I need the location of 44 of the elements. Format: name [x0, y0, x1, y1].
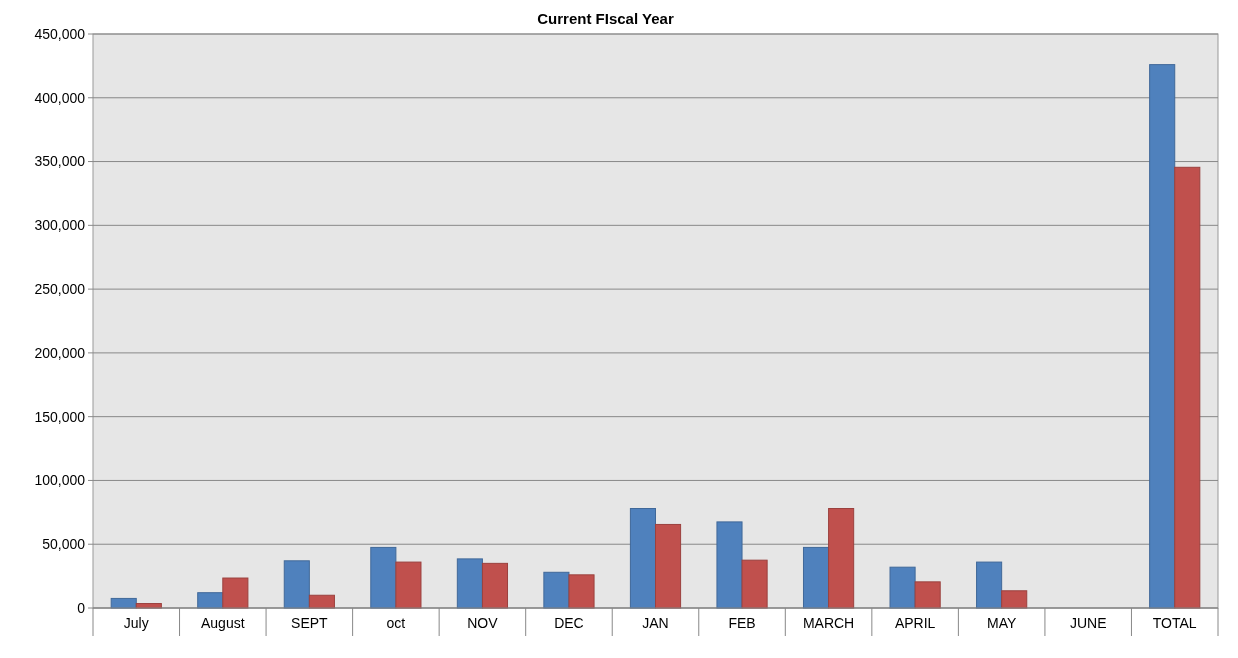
y-tick-label: 450,000 — [34, 25, 86, 42]
bar — [741, 559, 768, 609]
y-tick-label: 300,000 — [34, 217, 86, 234]
bar — [976, 561, 1003, 609]
bar — [802, 546, 830, 609]
y-tick-label: 100,000 — [34, 472, 86, 489]
x-tick-label: MARCH — [802, 615, 855, 631]
x-tick-label: August — [201, 615, 245, 631]
bar — [828, 508, 855, 609]
y-tick-label: 200,000 — [34, 344, 86, 361]
x-tick-label: TOTAL — [1152, 615, 1197, 631]
bar — [543, 571, 570, 609]
y-tick-label: 250,000 — [34, 281, 86, 298]
y-tick-label: 350,000 — [34, 153, 86, 170]
x-tick-label: JUNE — [1069, 615, 1107, 631]
bar — [1149, 64, 1176, 609]
x-tick-label: FEB — [728, 615, 756, 631]
x-tick-label: oct — [386, 615, 406, 631]
x-tick-label: NOV — [467, 615, 499, 631]
x-tick-label: JAN — [642, 615, 669, 631]
bar — [716, 521, 743, 609]
bar — [568, 574, 595, 609]
y-tick-label: 0 — [77, 599, 86, 616]
y-tick-label: 50,000 — [42, 536, 86, 553]
bar — [1001, 590, 1028, 609]
bar — [222, 577, 249, 609]
chart-title: Current FIscal Year — [537, 10, 674, 27]
bar — [1174, 166, 1201, 609]
x-tick-label: MAY — [987, 615, 1017, 631]
bar — [456, 558, 483, 609]
bar — [914, 581, 941, 609]
y-tick-label: 400,000 — [34, 89, 86, 106]
x-tick-label: July — [123, 615, 149, 631]
bar — [481, 562, 509, 609]
bar — [395, 561, 422, 609]
bar — [655, 523, 682, 609]
x-tick-label: DEC — [554, 615, 584, 631]
y-tick-label: 150,000 — [34, 408, 86, 425]
bar — [629, 508, 656, 609]
bar — [889, 566, 916, 609]
bar — [370, 546, 397, 609]
x-tick-label: APRIL — [894, 615, 936, 631]
bar — [283, 560, 310, 609]
x-tick-label: SEPT — [291, 615, 329, 631]
